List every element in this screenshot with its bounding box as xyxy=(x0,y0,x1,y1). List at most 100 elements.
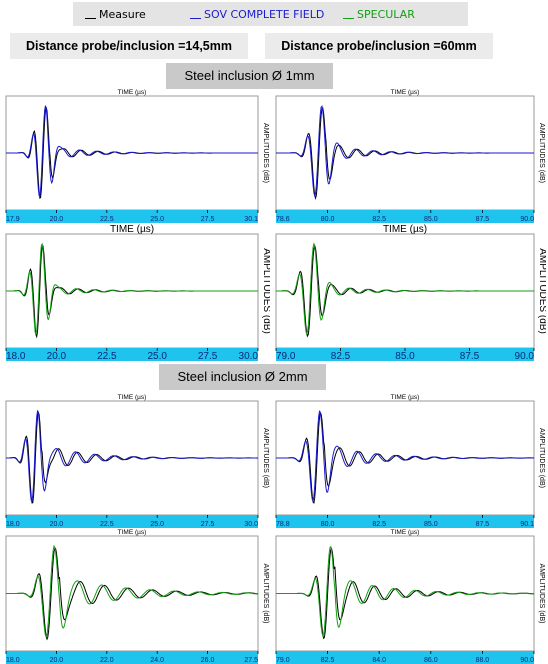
section-title-1mm: Steel inclusion Ø 1mm xyxy=(166,63,333,89)
x-tick-label: 84.0 xyxy=(372,657,386,664)
series-model-line xyxy=(276,410,534,502)
x-tick-label: 82.5 xyxy=(331,351,351,361)
x-tick-label: 87.5 xyxy=(476,521,490,528)
legend-specular-label: SPECULAR xyxy=(357,8,415,21)
header-distance-right: Distance probe/inclusion =60mm xyxy=(265,33,493,59)
x-axis-band xyxy=(6,210,258,223)
chart-panel-1mm-14-5mm-specular: TIME (µs) AMPLITUDES (dB) 18.0 20.0 22.5 25.0… xyxy=(3,223,270,361)
x-tick-label: 18.0 xyxy=(6,521,20,528)
chart-svg: TIME (µs) AMPLITUDES (dB) 78.8 80.0 82.5 85.0… xyxy=(275,394,545,528)
x-tick-label: 30.0 xyxy=(244,521,258,528)
x-axis-band xyxy=(276,651,534,664)
x-tick-label: 78.8 xyxy=(276,521,290,528)
x-tick-label: 26.0 xyxy=(201,657,215,664)
x-tick-label: 27.5 xyxy=(201,521,215,528)
header-distance-left: Distance probe/inclusion =14,5mm xyxy=(10,33,248,59)
x-tick-label: 18.0 xyxy=(6,657,20,664)
legend-item-sov: SOV COMPLETE FIELD xyxy=(190,8,324,21)
x-axis-title: TIME (µs) xyxy=(391,394,420,401)
y-axis-title: AMPLITUDES (dB) xyxy=(538,123,545,183)
legend-item-specular: SPECULAR xyxy=(343,8,415,21)
x-axis-band xyxy=(6,651,258,664)
x-tick-label: 90.0 xyxy=(515,351,535,361)
x-axis-title: TIME (µs) xyxy=(118,89,147,96)
x-tick-label: 85.0 xyxy=(424,216,438,223)
x-tick-label: 90.0 xyxy=(520,657,534,664)
x-tick-label: 27.5 xyxy=(201,216,215,223)
x-tick-label: 30.0 xyxy=(239,351,259,361)
x-tick-label: 25.0 xyxy=(147,351,167,361)
x-tick-label: 17.9 xyxy=(6,216,20,223)
series-model-line xyxy=(6,544,258,639)
y-axis-title: AMPLITUDES (dB) xyxy=(537,248,546,334)
series-model-line xyxy=(6,242,258,335)
series-model-line xyxy=(276,545,535,637)
x-tick-label: 82.5 xyxy=(321,657,335,664)
sov-swatch xyxy=(190,18,201,19)
x-tick-label: 22.5 xyxy=(100,521,114,528)
chart-svg: TIME (µs) AMPLITUDES (dB) 18.0 20.0 22.5 25.0… xyxy=(5,224,270,361)
chart-svg: TIME (µs) AMPLITUDES (dB) 79.0 82.5 85.0 87.5… xyxy=(275,224,546,361)
x-tick-label: 82.5 xyxy=(372,521,386,528)
chart-svg: TIME (µs) AMPLITUDES (dB) 78.6 80.0 82.5 85.0… xyxy=(275,89,545,223)
specular-swatch xyxy=(343,18,354,19)
x-tick-label: 30.1 xyxy=(244,216,258,223)
chart-svg: TIME (µs) AMPLITUDES (dB) 17.9 20.0 22.5 25.0… xyxy=(5,89,269,223)
x-tick-label: 87.5 xyxy=(460,351,480,361)
series-model-line xyxy=(276,105,534,198)
x-tick-label: 79.0 xyxy=(276,657,290,664)
x-tick-label: 18.0 xyxy=(6,351,26,361)
x-tick-label: 88.0 xyxy=(476,657,490,664)
x-axis-title: TIME (µs) xyxy=(110,224,154,235)
chart-panel-2mm-60mm-specular: TIME (µs) AMPLITUDES (dB) 79.0 82.5 84.0 86.0… xyxy=(273,528,546,664)
x-tick-label: 86.0 xyxy=(424,657,438,664)
x-tick-label: 90.0 xyxy=(520,216,534,223)
x-axis-title: TIME (µs) xyxy=(118,529,147,536)
y-axis-title: AMPLITUDES (dB) xyxy=(262,564,269,624)
y-axis-title: AMPLITUDES (dB) xyxy=(538,564,545,624)
chart-panel-2mm-60mm-sov: TIME (µs) AMPLITUDES (dB) 78.8 80.0 82.5 85.0… xyxy=(273,393,546,528)
x-tick-label: 82.5 xyxy=(372,216,386,223)
x-tick-label: 20.0 xyxy=(47,351,67,361)
chart-svg: TIME (µs) AMPLITUDES (dB) 79.0 82.5 84.0 86.0… xyxy=(275,529,545,664)
x-tick-label: 27.5 xyxy=(244,657,258,664)
chart-svg: TIME (µs) AMPLITUDES (dB) 18.0 20.0 22.5 25.0… xyxy=(5,394,269,528)
x-axis-title: TIME (µs) xyxy=(391,89,420,96)
series-measure-line xyxy=(6,547,259,641)
series-model-line xyxy=(276,242,534,336)
x-tick-label: 20.0 xyxy=(50,216,64,223)
series-model-line xyxy=(6,105,258,197)
chart-panel-1mm-14-5mm-sov: TIME (µs) AMPLITUDES (dB) 17.9 20.0 22.5 25.0… xyxy=(3,88,270,223)
chart-panel-1mm-60mm-sov: TIME (µs) AMPLITUDES (dB) 78.6 80.0 82.5 85.0… xyxy=(273,88,546,223)
x-tick-label: 80.0 xyxy=(321,216,335,223)
y-axis-title: AMPLITUDES (dB) xyxy=(261,248,270,334)
section-title-2mm: Steel inclusion Ø 2mm xyxy=(159,364,326,390)
x-tick-label: 85.0 xyxy=(424,521,438,528)
x-axis-band xyxy=(276,515,534,528)
legend-item-measure: Measure xyxy=(85,8,146,21)
x-axis-title: TIME (µs) xyxy=(118,394,147,401)
chart-panel-2mm-14-5mm-sov: TIME (µs) AMPLITUDES (dB) 18.0 20.0 22.5 25.0… xyxy=(3,393,270,528)
chart-panel-2mm-14-5mm-specular: TIME (µs) AMPLITUDES (dB) 18.0 20.0 22.0 24.0… xyxy=(3,528,270,664)
x-tick-label: 80.0 xyxy=(321,521,335,528)
y-axis-title: AMPLITUDES (dB) xyxy=(262,428,269,488)
measure-swatch xyxy=(85,18,96,19)
x-axis-band xyxy=(276,348,534,361)
x-tick-label: 24.0 xyxy=(150,657,164,664)
y-axis-title: AMPLITUDES (dB) xyxy=(262,123,269,183)
x-tick-label: 85.0 xyxy=(395,351,415,361)
x-axis-band xyxy=(6,348,258,361)
legend-sov-label: SOV COMPLETE FIELD xyxy=(204,8,325,21)
series-model-line xyxy=(6,409,259,503)
x-tick-label: 25.0 xyxy=(150,216,164,223)
x-axis-title: TIME (µs) xyxy=(383,224,427,235)
y-axis-title: AMPLITUDES (dB) xyxy=(538,428,545,488)
x-tick-label: 27.5 xyxy=(198,351,218,361)
x-tick-label: 22.5 xyxy=(97,351,117,361)
x-axis-title: TIME (µs) xyxy=(391,529,420,536)
x-axis-band xyxy=(6,515,258,528)
x-axis-band xyxy=(276,210,534,223)
x-tick-label: 22.0 xyxy=(100,657,114,664)
legend-measure-label: Measure xyxy=(99,8,146,21)
x-tick-label: 22.5 xyxy=(100,216,114,223)
